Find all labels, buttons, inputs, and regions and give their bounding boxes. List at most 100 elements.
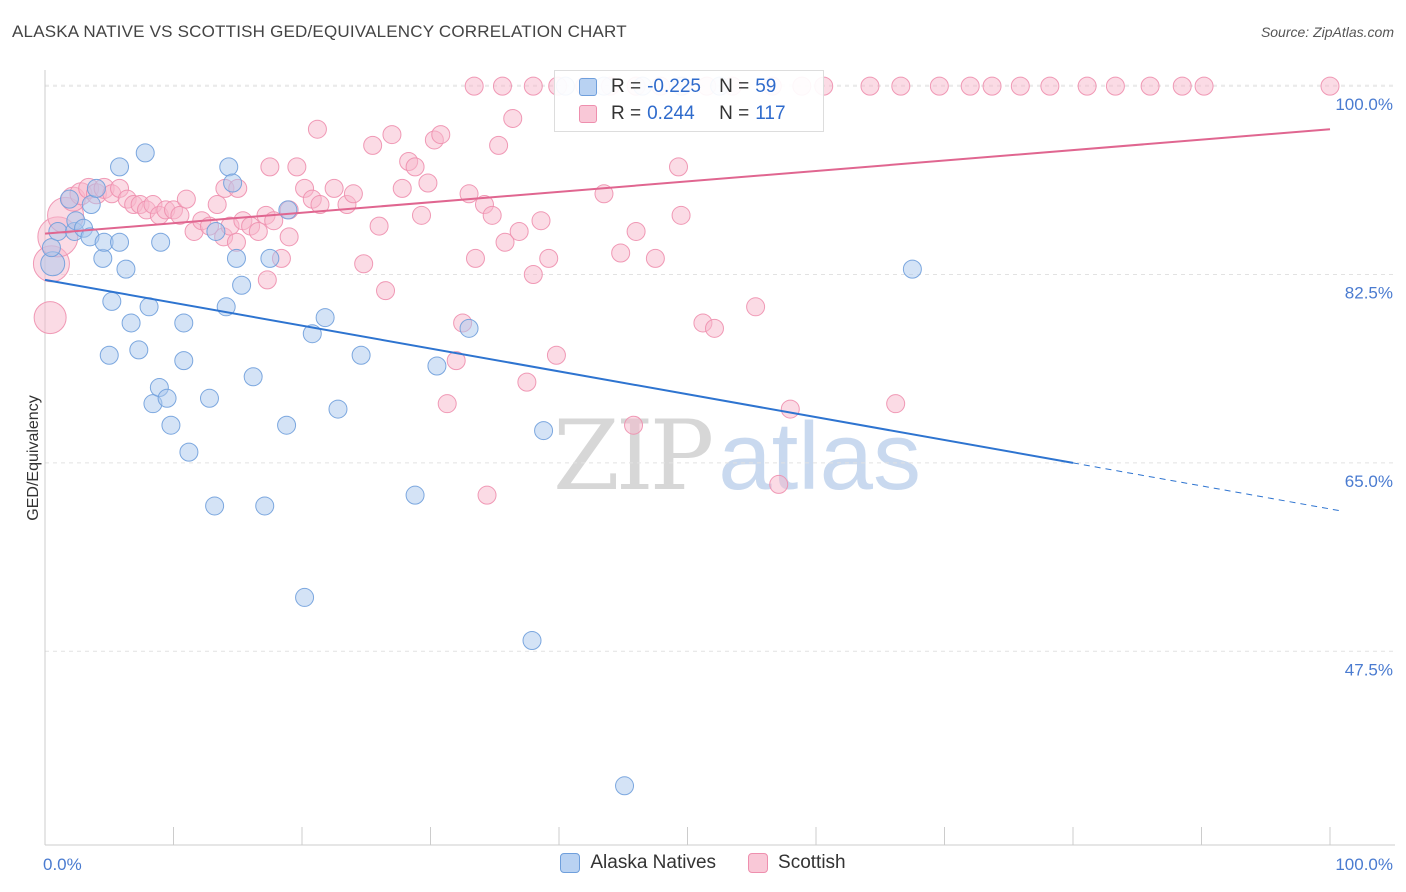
alaska-point [121, 313, 141, 333]
scottish-point [860, 76, 880, 96]
scottish-r-label: R = [611, 103, 642, 124]
alaska-points [40, 76, 922, 796]
scottish-point [495, 232, 515, 252]
alaska-trend-line [44, 278, 1074, 464]
alaska-legend-label: Alaska Natives [590, 852, 717, 873]
scottish-point [369, 216, 389, 236]
scottish-point [464, 76, 484, 96]
scottish-point [1010, 76, 1030, 96]
scottish-point [503, 108, 523, 128]
scottish-point [492, 76, 512, 96]
scottish-point [33, 301, 67, 335]
alaska-point [206, 221, 226, 241]
alaska-point [315, 308, 335, 328]
scottish-point [746, 297, 766, 317]
legend-item-alaska[interactable]: Alaska Natives [560, 852, 716, 874]
scottish-legend-swatch [748, 853, 769, 873]
alaska-point [277, 415, 297, 435]
scottish-point [477, 485, 497, 505]
alaska-point [174, 351, 194, 371]
alaska-point [427, 356, 447, 376]
alaska-point [232, 275, 252, 295]
legend-item-scottish[interactable]: Scottish [748, 852, 846, 874]
scottish-n-label: N = [719, 103, 750, 124]
alaska-point [41, 238, 61, 258]
scottish-point [446, 351, 466, 371]
alaska-point [174, 313, 194, 333]
alaska-point [129, 340, 149, 360]
alaska-point [522, 630, 542, 650]
scottish-point [960, 76, 980, 96]
alaska-point [226, 248, 246, 268]
scottish-point [376, 281, 396, 301]
scottish-point [539, 248, 559, 268]
series-legend: Alaska Natives Scottish [0, 852, 1406, 874]
x-tick-label-min: 0.0% [43, 855, 82, 874]
alaska-swatch [579, 78, 597, 96]
scottish-point [704, 318, 724, 338]
alaska-point [81, 195, 101, 215]
scottish-point [257, 270, 277, 290]
alaska-point [205, 496, 225, 516]
alaska-point [157, 388, 177, 408]
y-tick-label: 82.5% [1345, 284, 1393, 303]
alaska-point [179, 442, 199, 462]
alaska-point [260, 248, 280, 268]
scottish-point [780, 399, 800, 419]
alaska-point [351, 345, 371, 365]
scottish-n-value: 117 [755, 103, 786, 124]
grid-lines [45, 84, 1395, 652]
alaska-point [615, 776, 635, 796]
scottish-point [226, 232, 246, 252]
source-credit: Source: ZipAtlas.com [1260, 24, 1394, 40]
scottish-point [1320, 76, 1340, 96]
scottish-trend-line [44, 128, 1331, 235]
alaska-point [255, 496, 275, 516]
alaska-point [161, 415, 181, 435]
scottish-point [523, 265, 543, 285]
axis-labels: 100.0% 82.5% 65.0% 47.5% 0.0% 100.0% GED/Equiv… [25, 95, 1393, 874]
scottish-point [354, 254, 374, 274]
alaska-point [243, 367, 263, 387]
alaska-r-label: R = [611, 76, 642, 97]
alaska-point [151, 232, 171, 252]
scottish-point [509, 221, 529, 241]
scottish-r-value: 0.244 [647, 103, 695, 124]
scottish-point [645, 248, 665, 268]
scottish-point [669, 157, 689, 177]
watermark-atlas: atlas [718, 403, 921, 510]
scottish-point [287, 157, 307, 177]
scottish-point [307, 119, 327, 139]
scottish-point [363, 135, 383, 155]
scottish-point [626, 221, 646, 241]
scottish-point [523, 76, 543, 96]
scottish-point [437, 394, 457, 414]
y-tick-label: 100.0% [1335, 95, 1393, 114]
scottish-point [611, 243, 631, 263]
scottish-point [248, 221, 268, 241]
scottish-point [671, 205, 691, 225]
scottish-legend-label: Scottish [778, 852, 846, 873]
scottish-point [624, 415, 644, 435]
alaska-point [86, 178, 106, 198]
scottish-points [32, 76, 1340, 505]
alaska-point [116, 259, 136, 279]
alaska-point [110, 232, 130, 252]
scottish-point [1172, 76, 1192, 96]
scottish-point [769, 474, 789, 494]
scottish-point [482, 205, 502, 225]
scottish-point [465, 248, 485, 268]
alaska-point [328, 399, 348, 419]
scottish-point [1105, 76, 1125, 96]
axes [44, 70, 1395, 846]
alaska-n-label: N = [719, 76, 750, 97]
legend-row-alaska: R = -0.225 N = 59 [579, 74, 776, 100]
alaska-point [223, 173, 243, 193]
scottish-point [324, 178, 344, 198]
alaska-point [295, 587, 315, 607]
scottish-point [1077, 76, 1097, 96]
y-tick-label: 65.0% [1345, 472, 1393, 491]
alaska-point [199, 388, 219, 408]
alaska-point [219, 157, 239, 177]
y-axis-label: GED/Equivalency [25, 395, 42, 520]
